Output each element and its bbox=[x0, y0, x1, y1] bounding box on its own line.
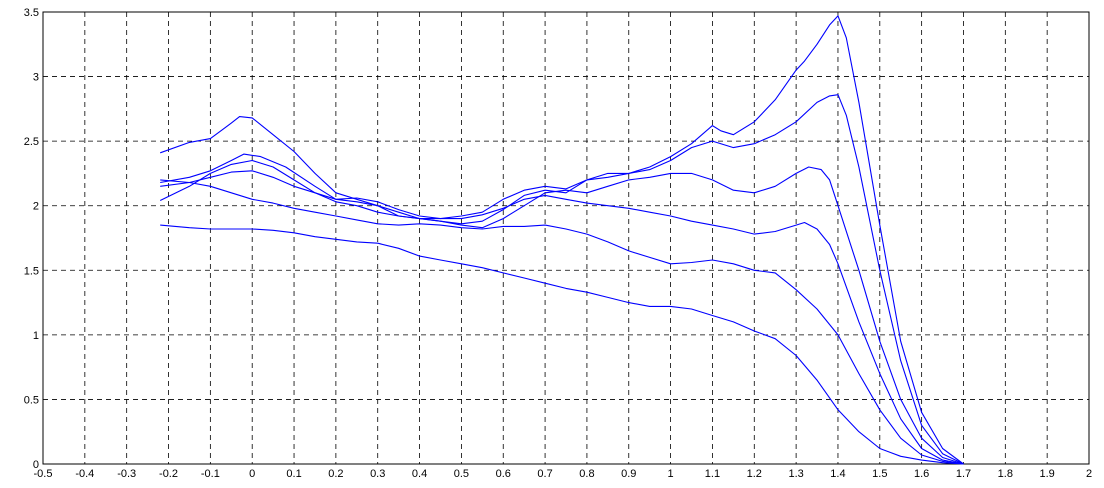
y-axis-tick-labels: 0 0.5 1 1.5 2 2.5 3 3.5 bbox=[24, 7, 39, 471]
x-tick-label: -0.1 bbox=[201, 468, 220, 480]
x-tick-label: -0.3 bbox=[117, 468, 136, 480]
x-tick-label: -0.5 bbox=[34, 468, 53, 480]
x-tick-label: 0.2 bbox=[328, 468, 343, 480]
series-group bbox=[159, 15, 964, 465]
series-line-6 bbox=[160, 224, 964, 465]
x-tick-label: 1.7 bbox=[956, 468, 971, 480]
y-tick-label: 3 bbox=[33, 72, 39, 84]
series-line-2 bbox=[160, 94, 964, 465]
series-line-1 bbox=[160, 15, 964, 465]
y-tick-label: 1.5 bbox=[24, 265, 39, 277]
grid bbox=[43, 12, 1089, 464]
y-tick-label: 2.5 bbox=[24, 136, 39, 148]
y-tick-label: 3.5 bbox=[24, 7, 39, 19]
x-axis-tick-labels: -0.5 -0.4 -0.3 -0.2 -0.1 0 0.1 0.2 0.3 0.4 0.5 0.6 0… bbox=[34, 468, 1093, 480]
x-tick-label: 1.1 bbox=[705, 468, 720, 480]
x-tick-label: 0.8 bbox=[579, 468, 594, 480]
x-tick-label: -0.2 bbox=[159, 468, 178, 480]
x-tick-label: 1.6 bbox=[914, 468, 929, 480]
series-line-5 bbox=[160, 179, 964, 465]
x-tick-label: 0.6 bbox=[496, 468, 511, 480]
y-tick-label: 2 bbox=[33, 201, 39, 213]
y-tick-label: 1 bbox=[33, 330, 39, 342]
x-tick-label: 0.5 bbox=[454, 468, 469, 480]
x-tick-label: 1.3 bbox=[788, 468, 803, 480]
x-tick-label: 1.8 bbox=[998, 468, 1013, 480]
y-tick-label: 0 bbox=[33, 459, 39, 471]
x-tick-label: 1 bbox=[668, 468, 674, 480]
x-tick-label: 1.4 bbox=[830, 468, 845, 480]
x-tick-label: 0.7 bbox=[537, 468, 552, 480]
y-tick-label: 0.5 bbox=[24, 394, 39, 406]
series-line-3 bbox=[159, 159, 964, 465]
x-tick-label: 0.3 bbox=[370, 468, 385, 480]
x-tick-label: 0.9 bbox=[621, 468, 636, 480]
x-tick-label: 0 bbox=[249, 468, 255, 480]
x-tick-label: 2 bbox=[1086, 468, 1092, 480]
x-tick-label: 0.4 bbox=[412, 468, 427, 480]
x-tick-label: 1.9 bbox=[1040, 468, 1055, 480]
plot-frame bbox=[42, 11, 1090, 465]
x-tick-label: -0.4 bbox=[75, 468, 94, 480]
x-tick-label: 0.1 bbox=[286, 468, 301, 480]
x-tick-label: 1.2 bbox=[747, 468, 762, 480]
x-tick-label: 1.5 bbox=[872, 468, 887, 480]
series-line-4 bbox=[160, 170, 964, 465]
